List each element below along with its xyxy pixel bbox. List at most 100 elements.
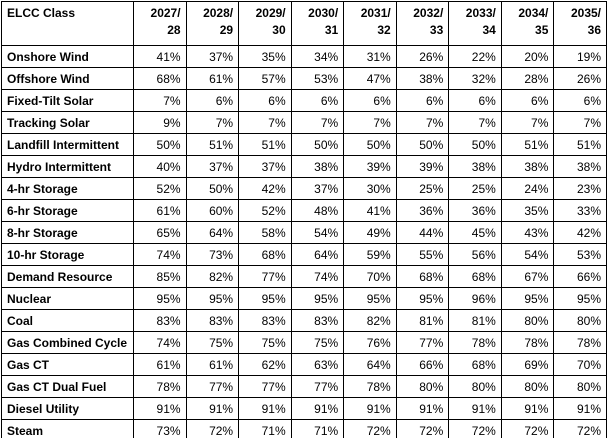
elcc-value: 91% — [238, 397, 292, 420]
elcc-class: Hydro Intermittent — [1, 155, 134, 178]
elcc-value: 51% — [553, 133, 607, 156]
elcc-value: 70% — [343, 265, 397, 288]
elcc-value: 52% — [238, 199, 292, 222]
table-row: Landfill Intermittent 50% 51% 51% 50% 50% 50% 5… — [1, 133, 607, 156]
elcc-class: Gas CT — [1, 353, 134, 376]
elcc-value: 96% — [448, 287, 502, 310]
elcc-value: 81% — [395, 309, 450, 332]
elcc-value: 91% — [500, 397, 555, 420]
elcc-value: 61% — [185, 353, 240, 376]
elcc-value: 7% — [238, 111, 292, 134]
elcc-value: 30% — [343, 177, 397, 200]
elcc-value: 33% — [553, 199, 607, 222]
elcc-class: 8-hr Storage — [1, 221, 134, 244]
elcc-value: 35% — [500, 199, 555, 222]
elcc-value: 54% — [290, 221, 345, 244]
elcc-value: 74% — [133, 331, 187, 354]
elcc-value: 7% — [500, 111, 555, 134]
elcc-value: 50% — [395, 133, 450, 156]
table-row: Fixed-Tilt Solar 7% 6% 6% 6% 6% 6% 6% 6% 6% — [1, 89, 607, 112]
elcc-value: 60% — [185, 199, 240, 222]
elcc-value: 69% — [500, 353, 555, 376]
elcc-value: 35% — [238, 45, 292, 68]
elcc-class: Coal — [1, 309, 134, 332]
elcc-value: 31% — [343, 45, 397, 68]
elcc-value: 37% — [290, 177, 345, 200]
elcc-value: 45% — [448, 221, 502, 244]
elcc-value: 78% — [448, 331, 502, 354]
elcc-value: 80% — [448, 375, 502, 398]
elcc-value: 63% — [290, 353, 345, 376]
elcc-value: 6% — [553, 89, 607, 112]
elcc-value: 6% — [500, 89, 555, 112]
elcc-value: 80% — [553, 375, 607, 398]
elcc-value: 72% — [448, 419, 502, 438]
elcc-value: 6% — [185, 89, 240, 112]
elcc-class: 6-hr Storage — [1, 199, 134, 222]
year-header: 2031/ 32 — [343, 1, 397, 46]
elcc-value: 74% — [290, 265, 345, 288]
elcc-value: 54% — [500, 243, 555, 266]
elcc-value: 65% — [133, 221, 187, 244]
table-row: Demand Resource 85% 82% 77% 74% 70% 68% 68% 67% 6… — [1, 265, 607, 288]
year-header: 2032/ 33 — [395, 1, 450, 46]
elcc-value: 9% — [133, 111, 187, 134]
elcc-value: 38% — [553, 155, 607, 178]
elcc-value: 80% — [553, 309, 607, 332]
elcc-value: 81% — [448, 309, 502, 332]
elcc-value: 83% — [290, 309, 345, 332]
elcc-value: 82% — [343, 309, 397, 332]
elcc-value: 36% — [395, 199, 450, 222]
elcc-value: 78% — [133, 375, 187, 398]
elcc-value: 39% — [395, 155, 450, 178]
table-row: 10-hr Storage 74% 73% 68% 64% 59% 55% 56% 54% 53% — [1, 243, 607, 266]
elcc-value: 37% — [185, 155, 240, 178]
table-row: Onshore Wind 41% 37% 35% 34% 31% 26% 22% 20% 19% — [1, 45, 607, 68]
elcc-value: 49% — [343, 221, 397, 244]
elcc-value: 7% — [133, 89, 187, 112]
elcc-value: 91% — [133, 397, 187, 420]
elcc-value: 40% — [133, 155, 187, 178]
elcc-value: 71% — [238, 419, 292, 438]
elcc-value: 61% — [185, 67, 240, 90]
elcc-value: 56% — [448, 243, 502, 266]
elcc-value: 24% — [500, 177, 555, 200]
elcc-value: 72% — [395, 419, 450, 438]
table-row: Gas CT 61% 61% 62% 63% 64% 66% 68% 69% 70% — [1, 353, 607, 376]
elcc-value: 73% — [133, 419, 187, 438]
elcc-value: 53% — [553, 243, 607, 266]
elcc-value: 37% — [185, 45, 240, 68]
elcc-value: 91% — [290, 397, 345, 420]
year-header: 2033/ 34 — [448, 1, 502, 46]
elcc-value: 62% — [238, 353, 292, 376]
elcc-value: 78% — [500, 331, 555, 354]
table-row: Gas CT Dual Fuel 78% 77% 77% 77% 78% 80% 80% 80%… — [1, 375, 607, 398]
table-row: Diesel Utility 91% 91% 91% 91% 91% 91% 91% 91% 91… — [1, 397, 607, 420]
elcc-value: 38% — [448, 155, 502, 178]
elcc-value: 41% — [133, 45, 187, 68]
table-head: ELCC Class 2027/ 28 2028/ 29 2029/ 30 2030/ … — [1, 1, 607, 46]
elcc-value: 71% — [290, 419, 345, 438]
elcc-value: 47% — [343, 67, 397, 90]
elcc-class: 4-hr Storage — [1, 177, 134, 200]
table-row: 8-hr Storage 65% 64% 58% 54% 49% 44% 45% 43% 42% — [1, 221, 607, 244]
elcc-value: 48% — [290, 199, 345, 222]
year-header: 2030/ 31 — [290, 1, 345, 46]
elcc-value: 6% — [448, 89, 502, 112]
elcc-value: 75% — [185, 331, 240, 354]
elcc-value: 44% — [395, 221, 450, 244]
elcc-class: Tracking Solar — [1, 111, 134, 134]
elcc-value: 91% — [185, 397, 240, 420]
year-header: 2027/ 28 — [133, 1, 187, 46]
table-row: Tracking Solar 9% 7% 7% 7% 7% 7% 7% 7% 7% — [1, 111, 607, 134]
table-row: 6-hr Storage 61% 60% 52% 48% 41% 36% 36% 35% 33% — [1, 199, 607, 222]
elcc-value: 95% — [395, 287, 450, 310]
elcc-value: 85% — [133, 265, 187, 288]
elcc-class: Offshore Wind — [1, 67, 134, 90]
elcc-value: 38% — [395, 67, 450, 90]
elcc-value: 72% — [553, 419, 607, 438]
elcc-value: 95% — [500, 287, 555, 310]
class-header: ELCC Class — [1, 1, 134, 46]
